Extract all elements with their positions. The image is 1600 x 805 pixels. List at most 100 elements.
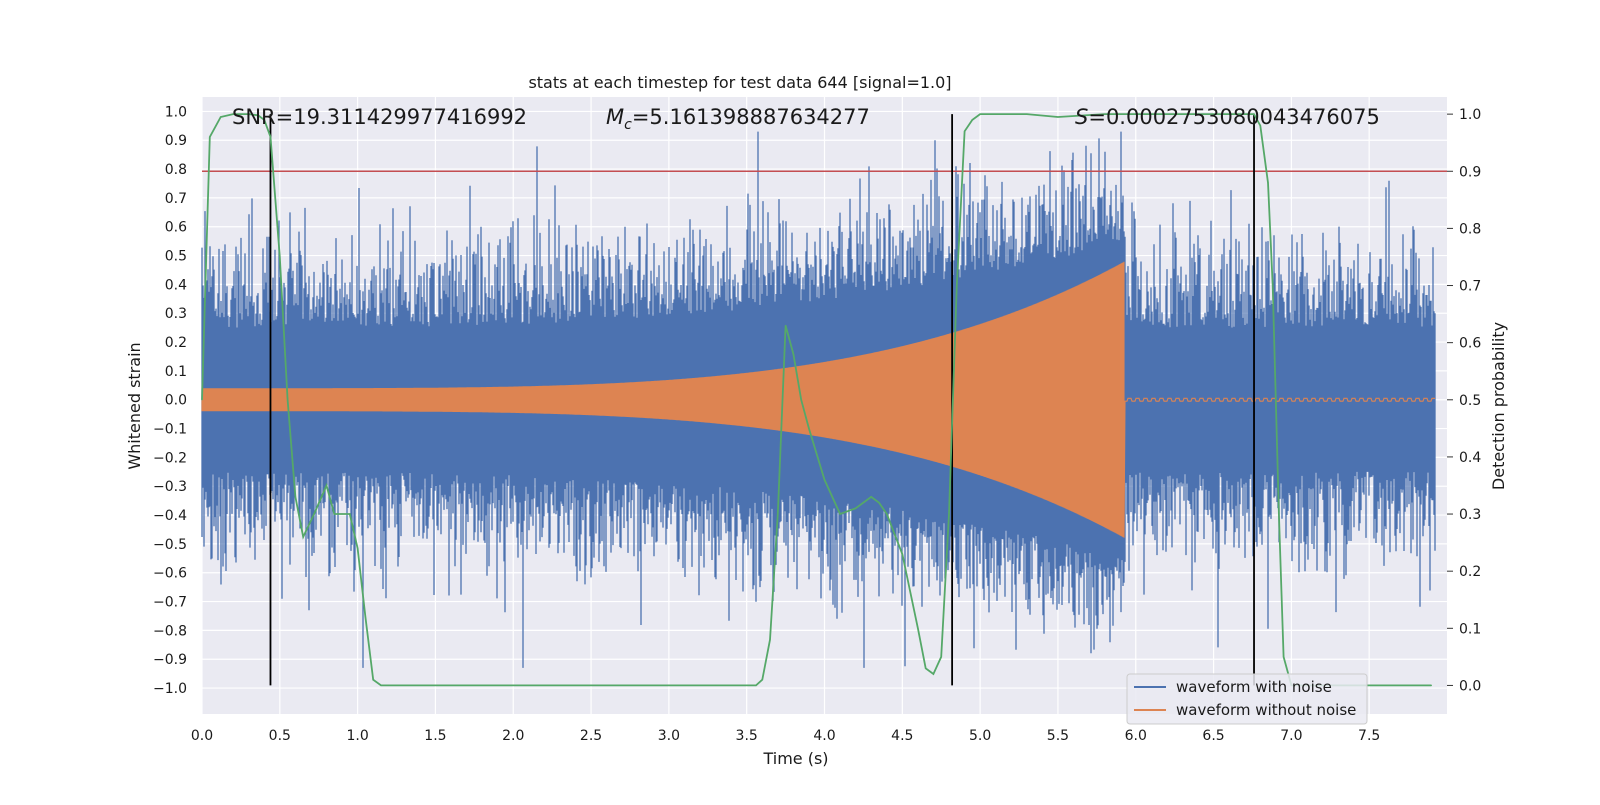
detection-probability-point (823, 479, 826, 481)
x-tick-label: 3.5 (736, 728, 758, 744)
detection-probability-point (372, 679, 374, 681)
y-right-tick-label: 0.7 (1459, 279, 1481, 295)
legend: waveform with noise waveform without noi… (1126, 673, 1368, 725)
detection-probability-point (1104, 113, 1106, 115)
detection-probability-point (279, 256, 281, 258)
detection-probability-point (1259, 125, 1261, 127)
detection-probability-point (886, 513, 888, 515)
detection-probability-point (1267, 182, 1269, 184)
s-symbol: S (1075, 105, 1088, 129)
y-left-tick-label: −0.6 (153, 566, 187, 582)
y-left-tick-label: −0.4 (153, 508, 187, 524)
x-tick-label: 3.0 (658, 728, 680, 744)
detection-probability-point (956, 284, 958, 287)
y-left-tick-label: 0.7 (165, 191, 187, 207)
detection-probability-point (948, 513, 950, 515)
detection-probability-point (777, 513, 779, 515)
y-axis-left-label: Whitened strain (125, 342, 144, 469)
y-right-tick-label: 0.2 (1459, 564, 1481, 580)
detection-probability-point (769, 639, 771, 641)
y-left-tick-label: −0.2 (153, 450, 187, 466)
y-right-tick-labels: 1.0 0.9 0.8 0.7 0.6 0.5 0.4 0.3 0.2 0.1 0.0 (1447, 107, 1481, 694)
y-right-tick-label: 0.4 (1459, 450, 1481, 466)
detection-probability-point (792, 353, 795, 355)
detection-probability-point (755, 684, 757, 687)
y-left-tick-label: 0.4 (165, 277, 187, 293)
detection-probability-point (1135, 113, 1137, 115)
y-left-tick-label: −1.0 (153, 681, 187, 697)
y-left-tick-label: −0.9 (153, 652, 187, 668)
x-tick-label: 7.0 (1280, 728, 1302, 744)
detection-probability-point (715, 684, 717, 687)
detection-probability-point (388, 684, 390, 687)
y-left-tick-label: −0.8 (153, 623, 187, 639)
detection-probability-point (201, 399, 203, 401)
detection-probability-point (380, 684, 382, 687)
detection-probability-point (1368, 684, 1370, 687)
detection-probability-point (232, 113, 234, 115)
detection-probability-point (357, 547, 359, 549)
y-left-tick-label: 0.9 (165, 133, 187, 149)
detection-probability-point (287, 399, 289, 401)
y-left-tick-label: 0.5 (165, 249, 187, 265)
y-left-tick-label: 0.1 (165, 364, 187, 380)
detection-probability-point (761, 679, 763, 681)
x-tick-label: 2.5 (580, 728, 602, 744)
y-left-tick-label: −0.7 (153, 595, 187, 611)
series-detection-probability (201, 113, 1432, 687)
y-left-tick-label: 0.8 (165, 162, 187, 178)
x-tick-label: 7.5 (1358, 728, 1380, 744)
y-left-tick-label: −0.3 (153, 479, 187, 495)
detection-probability-point (302, 536, 304, 538)
x-tick-label: 2.0 (502, 728, 524, 744)
detection-probability-point (785, 324, 787, 327)
x-tick-label: 4.0 (813, 728, 835, 744)
detection-probability-point (979, 113, 981, 115)
chirp-mass-symbol: M (606, 105, 624, 129)
detection-probability-point (220, 116, 222, 118)
detection-probability-point (901, 553, 903, 555)
detection-probability-point (349, 513, 351, 515)
detection-probability-point (855, 507, 857, 509)
detection-probability-point (263, 119, 265, 121)
y-left-tick-label: −0.5 (153, 537, 187, 553)
detection-probability-point (940, 656, 942, 658)
y-right-tick-label: 0.6 (1459, 336, 1481, 352)
detection-probability-point (964, 130, 966, 132)
y-left-tick-label: −0.1 (153, 422, 187, 438)
x-tick-label: 6.5 (1202, 728, 1224, 744)
x-tick-label: 1.0 (346, 728, 368, 744)
detection-probability-point (1430, 684, 1432, 687)
detection-probability-point (294, 496, 296, 498)
detection-probability-point (971, 119, 973, 121)
y-left-tick-label: 0.3 (165, 306, 187, 322)
detection-probability-point (248, 113, 250, 115)
detection-probability-point (333, 513, 335, 515)
detection-probability-point (434, 684, 436, 687)
y-right-tick-label: 0.1 (1459, 621, 1481, 637)
legend-label-noise: waveform with noise (1176, 678, 1332, 696)
detection-probability-point (668, 684, 670, 687)
detection-probability-point (839, 513, 841, 515)
detection-probability-point (808, 427, 810, 429)
chirp-mass-subscript: c (624, 117, 632, 133)
detection-probability-point (1057, 116, 1059, 118)
y-axis-right-label: Detection probability (1489, 322, 1508, 490)
detection-probability-point (209, 136, 211, 138)
detection-probability-point (870, 496, 872, 498)
y-left-tick-label: 0.6 (165, 220, 187, 236)
x-axis-label: Time (s) (762, 749, 828, 768)
y-right-tick-label: 0.5 (1459, 393, 1481, 409)
x-tick-label: 4.5 (891, 728, 913, 744)
s-value: =0.0002753080043476075 (1088, 105, 1380, 129)
x-tick-labels: 0.0 0.5 1.0 1.5 2.0 2.5 3.0 3.5 4.0 4.5 5.0 5.5 6.0 6… (191, 728, 1380, 744)
detection-probability-point (1278, 513, 1280, 515)
detection-probability-point (1283, 656, 1285, 658)
detection-probability-point (590, 684, 592, 687)
y-right-tick-label: 0.8 (1459, 221, 1481, 237)
s-annotation: S=0.0002753080043476075 (1075, 105, 1380, 129)
detection-probability-point (1026, 113, 1028, 115)
y-left-tick-label: 0.2 (165, 335, 187, 351)
detection-probability-point (932, 673, 935, 675)
